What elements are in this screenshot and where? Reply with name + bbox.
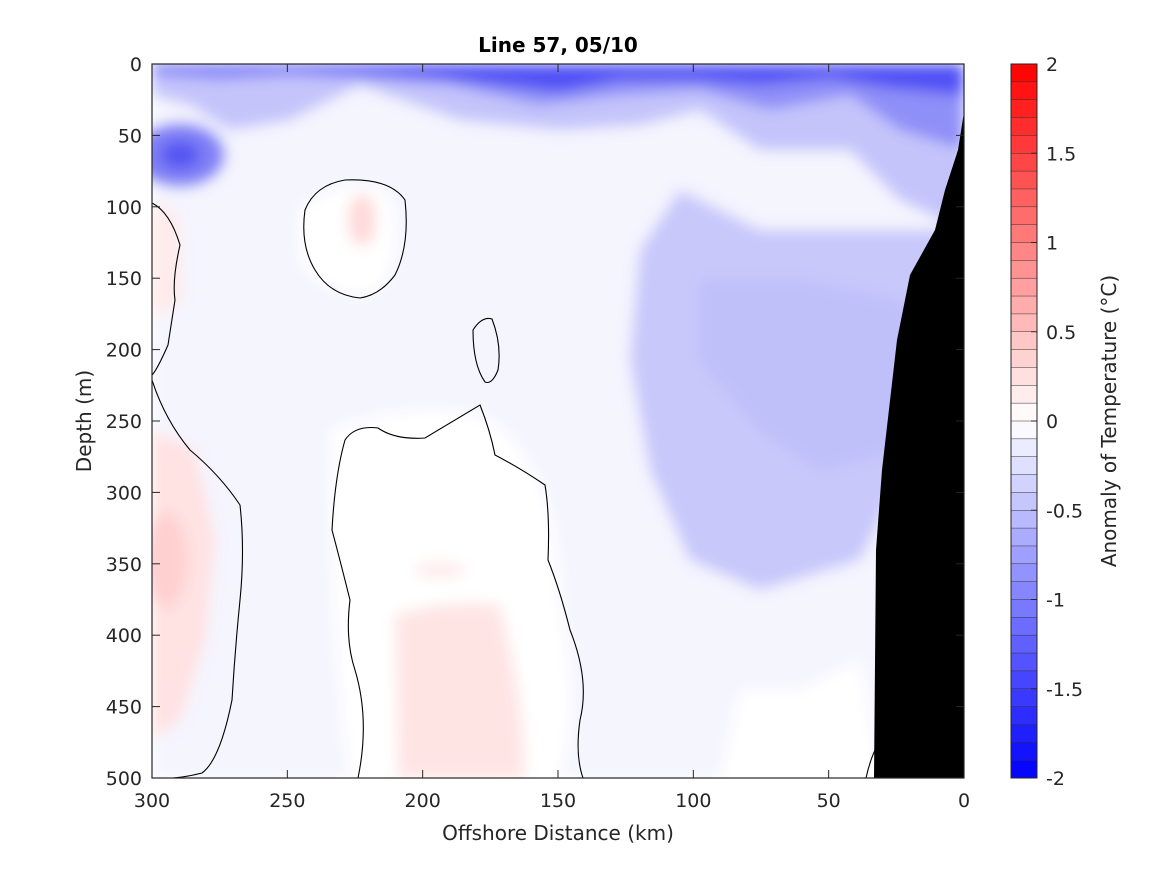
colorbar-tick-label: 0.5 — [1046, 322, 1076, 344]
neutral-bottom-nearshore — [720, 660, 880, 778]
colorbar-band — [1011, 421, 1037, 440]
y-tick-label: 150 — [106, 268, 142, 290]
colorbar-band — [1011, 528, 1037, 547]
y-tick-label: 500 — [106, 768, 142, 790]
colorbar-band — [1011, 742, 1037, 761]
colorbar-band — [1011, 724, 1037, 743]
colorbar-band — [1011, 64, 1037, 83]
colorbar-band — [1011, 599, 1037, 618]
colorbar-band — [1011, 367, 1037, 386]
colorbar-bands — [1011, 63, 1037, 779]
colorbar-tick-label: 1 — [1046, 233, 1058, 255]
colorbar-band — [1011, 617, 1037, 636]
colorbar-band — [1011, 635, 1037, 654]
colorbar-band — [1011, 653, 1037, 672]
colorbar-tick-label: 1.5 — [1046, 143, 1076, 165]
colorbar-tick-label: 2 — [1046, 54, 1058, 76]
cold-layer-mid — [152, 64, 964, 150]
y-tick-label: 200 — [106, 340, 142, 362]
colorbar-tick-label: -2 — [1046, 768, 1065, 790]
y-tick-label: 350 — [106, 554, 142, 576]
y-tick-label: 50 — [118, 125, 142, 147]
zero-contour-central — [331, 404, 584, 778]
x-tick-label: 250 — [269, 790, 305, 812]
warm-blob-upper — [348, 194, 376, 246]
y-tick-label: 0 — [130, 54, 142, 76]
colorbar-band — [1011, 135, 1037, 154]
colorbar-band — [1011, 260, 1037, 279]
colorbar-band — [1011, 117, 1037, 136]
colorbar-band — [1011, 492, 1037, 511]
x-tick-label: 200 — [405, 790, 441, 812]
colorbar-band — [1011, 188, 1037, 208]
colorbar-band — [1011, 349, 1037, 368]
colorbar-band — [1011, 581, 1037, 600]
colorbar-band — [1011, 99, 1037, 118]
zero-contours — [152, 179, 877, 778]
continental-shelf — [874, 112, 964, 778]
y-axis: 0 50 100 150 200 250 300 350 400 450 500 — [106, 54, 964, 790]
colorbar-band — [1011, 403, 1037, 422]
y-tick-label: 400 — [106, 625, 142, 647]
x-tick-label: 300 — [134, 790, 170, 812]
x-axis-label: Offshore Distance (km) — [442, 821, 674, 845]
colorbar-band — [1011, 81, 1037, 101]
colorbar-band — [1011, 278, 1037, 297]
cold-core-nearshore — [700, 280, 940, 470]
colorbar-band — [1011, 545, 1037, 565]
colorbar-tick-label: -1.5 — [1046, 679, 1083, 701]
zero-contour-small — [472, 317, 500, 384]
colorbar-band — [1011, 456, 1037, 475]
colorbar-tick-label: 0 — [1046, 411, 1058, 433]
x-tick-label: 50 — [817, 790, 841, 812]
warm-blob-deep — [395, 602, 525, 778]
colorbar-band — [1011, 385, 1037, 404]
colorbar-band — [1011, 563, 1037, 583]
colorbar-band — [1011, 171, 1037, 190]
colorbar-band — [1011, 474, 1037, 493]
x-tick-label: 150 — [540, 790, 576, 812]
y-axis-label: Depth (m) — [72, 370, 96, 472]
colorbar-band — [1011, 760, 1037, 779]
plot-area — [151, 63, 965, 779]
colorbar-band — [1011, 688, 1037, 707]
colorbar-band — [1011, 706, 1037, 725]
colorbar-tick-label: -0.5 — [1046, 500, 1083, 522]
colorbar-band — [1011, 438, 1037, 458]
colorbar-band — [1011, 670, 1037, 690]
colorbar-band — [1011, 206, 1037, 226]
colorbar-band — [1011, 510, 1037, 529]
colorbar-band — [1011, 296, 1037, 315]
cold-layer-surface — [152, 64, 964, 95]
x-axis: 300 250 200 150 100 50 0 — [134, 64, 970, 812]
y-tick-label: 450 — [106, 697, 142, 719]
zero-contour-bubble — [303, 179, 407, 299]
y-tick-label: 100 — [106, 197, 142, 219]
chart-title: Line 57, 05/10 — [478, 33, 638, 57]
colorbar-band — [1011, 331, 1037, 350]
colorbar-band — [1011, 224, 1037, 243]
colorbar-tick-label: -1 — [1046, 590, 1065, 612]
colorbar: 2 1.5 1 0.5 0 -0.5 -1 -1.5 -2 Anomaly of Tempera… — [1010, 54, 1121, 790]
y-tick-label: 250 — [106, 411, 142, 433]
colorbar-band — [1011, 242, 1037, 261]
warm-core-west — [152, 512, 187, 608]
cold-core-west — [160, 141, 200, 169]
anomaly-field — [152, 64, 964, 778]
colorbar-band — [1011, 313, 1037, 333]
y-tick-label: 300 — [106, 482, 142, 504]
warm-streak-deep — [415, 562, 465, 578]
x-tick-label: 0 — [958, 790, 970, 812]
colorbar-ticks: 2 1.5 1 0.5 0 -0.5 -1 -1.5 -2 — [1031, 54, 1083, 790]
x-tick-label: 100 — [675, 790, 711, 812]
zero-contour-west — [152, 202, 244, 778]
colorbar-label: Anomaly of Temperature (°C) — [1097, 275, 1121, 567]
colorbar-band — [1011, 153, 1037, 172]
